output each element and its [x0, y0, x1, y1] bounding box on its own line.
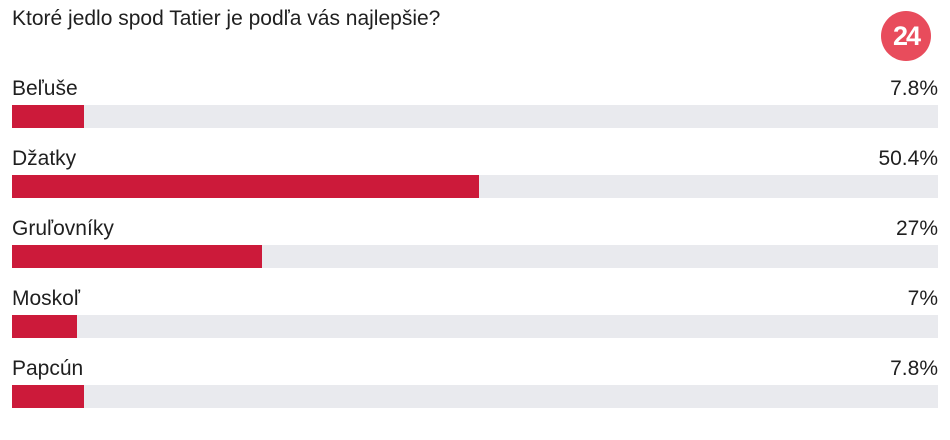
- poll-question: Ktoré jedlo spod Tatier je podľa vás naj…: [12, 7, 441, 30]
- result-bar-track: [12, 175, 938, 198]
- option-percent: 50.4%: [878, 147, 938, 170]
- poll-option[interactable]: Beľuše 7.8%: [0, 76, 950, 136]
- poll-option[interactable]: Moskoľ 7%: [0, 286, 950, 346]
- option-label: Beľuše: [12, 77, 78, 100]
- option-percent: 27%: [895, 217, 938, 240]
- result-bar-fill: [12, 385, 85, 408]
- result-bar-fill: [12, 245, 263, 268]
- result-bar-track: [12, 105, 938, 128]
- result-bar-fill: [12, 105, 85, 128]
- result-bar-fill: [12, 175, 479, 198]
- result-bar-track: [12, 245, 938, 268]
- option-label: Papcún: [12, 357, 84, 380]
- option-percent: 7%: [907, 287, 938, 310]
- option-percent: 7.8%: [890, 357, 938, 380]
- result-bar-track: [12, 315, 938, 338]
- poll-option[interactable]: Džatky 50.4%: [0, 146, 950, 206]
- poll-option[interactable]: Gruľovníky 27%: [0, 216, 950, 276]
- brand-logo-24[interactable]: 24: [881, 11, 931, 61]
- option-label: Džatky: [12, 147, 77, 170]
- poll-option[interactable]: Papcún 7.8%: [0, 356, 950, 416]
- result-bar-fill: [12, 315, 77, 338]
- option-label: Moskoľ: [12, 287, 80, 310]
- option-percent: 7.8%: [890, 77, 938, 100]
- option-label: Gruľovníky: [12, 217, 114, 240]
- result-bar-track: [12, 385, 938, 408]
